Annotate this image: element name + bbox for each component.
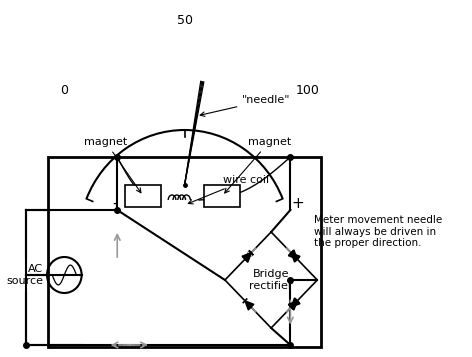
- Text: 0: 0: [60, 84, 68, 96]
- Bar: [204, 185, 240, 207]
- Text: magnet: magnet: [84, 137, 141, 193]
- Polygon shape: [242, 253, 251, 262]
- Text: magnet: magnet: [225, 137, 291, 193]
- Text: AC
source: AC source: [6, 264, 43, 286]
- Bar: [48, 157, 321, 347]
- Text: 50: 50: [177, 14, 193, 26]
- Bar: [125, 185, 161, 207]
- Text: Bridge
rectifier: Bridge rectifier: [249, 269, 293, 291]
- Text: +: +: [292, 196, 304, 211]
- Text: -: -: [112, 196, 118, 211]
- Text: 100: 100: [296, 84, 320, 96]
- Polygon shape: [291, 298, 300, 307]
- Polygon shape: [288, 250, 297, 259]
- Polygon shape: [288, 301, 297, 310]
- Text: Meter movement needle
will always be driven in
the proper direction.: Meter movement needle will always be dri…: [314, 215, 443, 248]
- Text: wire coil: wire coil: [188, 175, 269, 204]
- Polygon shape: [245, 301, 254, 310]
- Polygon shape: [291, 253, 300, 262]
- Polygon shape: [242, 253, 251, 262]
- Text: "needle": "needle": [200, 95, 291, 116]
